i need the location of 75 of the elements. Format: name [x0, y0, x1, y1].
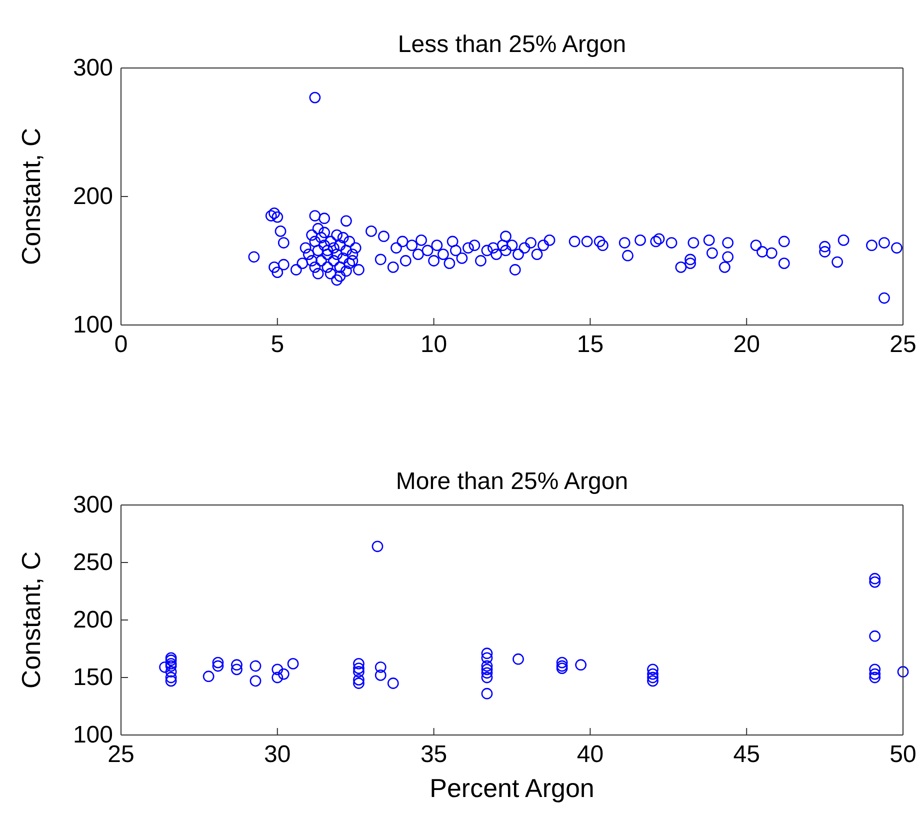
x-tick-label: 50: [890, 741, 916, 768]
point: [353, 658, 364, 670]
point: [556, 662, 568, 674]
x-axis-title: Percent Argon: [430, 773, 594, 803]
x-tick-label: 25: [890, 331, 916, 358]
x-tick-label: 5: [270, 331, 284, 358]
point: [374, 670, 386, 681]
x-tick-label: 20: [733, 331, 760, 358]
x-tick-label: 45: [733, 741, 760, 768]
point: [250, 660, 262, 672]
point: [250, 675, 262, 687]
point: [869, 672, 881, 684]
point: [165, 658, 177, 670]
x-tick-label: 40: [576, 741, 604, 768]
x-tick-label: 10: [420, 331, 448, 358]
y-tick-label: 250: [72, 549, 113, 576]
point: [481, 688, 493, 700]
point: [272, 664, 284, 676]
point: [869, 664, 881, 676]
point: [575, 659, 587, 671]
y-tick-label: 300: [72, 54, 113, 82]
x-tick-label: 15: [576, 331, 604, 358]
point: [212, 660, 224, 672]
point: [869, 668, 881, 680]
point: [556, 656, 568, 668]
point: [159, 661, 170, 673]
point: [897, 666, 909, 678]
x-tick-label: 0: [114, 331, 128, 358]
point: [869, 576, 881, 588]
point: [353, 674, 364, 686]
x-tick-label: 30: [264, 741, 291, 768]
point: [481, 652, 493, 664]
point: [481, 672, 493, 684]
point: [647, 668, 658, 680]
point: [165, 654, 177, 666]
point: [231, 659, 242, 671]
point: [353, 678, 364, 689]
point: [165, 652, 177, 664]
point: [165, 660, 177, 672]
y-tick-label: 300: [72, 492, 113, 519]
point: [512, 653, 524, 665]
y-tick-label: 200: [72, 606, 113, 634]
chart-title: More than 25% Argon: [396, 468, 628, 495]
point: [165, 666, 177, 678]
point: [869, 630, 881, 642]
y-axis-title: Constant, C: [16, 128, 46, 266]
point: [556, 660, 568, 672]
point: [287, 658, 299, 670]
point: [481, 648, 493, 660]
point: [165, 675, 177, 687]
point: [374, 661, 386, 673]
y-axis-title: Constant, C: [16, 551, 46, 689]
point: [647, 672, 658, 684]
point: [165, 672, 177, 684]
y-tick-label: 100: [72, 312, 113, 339]
point: [278, 668, 290, 680]
point: [231, 664, 242, 676]
chart-title: Less than 25% Argon: [398, 31, 626, 58]
point: [387, 678, 399, 689]
x-tick-label: 25: [108, 741, 134, 768]
point: [869, 572, 881, 584]
point: [481, 660, 493, 672]
y-tick-label: 200: [72, 183, 113, 210]
x-tick-label: 35: [420, 741, 448, 768]
point: [212, 656, 224, 668]
point: [647, 664, 658, 676]
point: [372, 540, 384, 552]
y-tick-label: 150: [72, 664, 113, 692]
point: [647, 675, 658, 687]
point: [353, 662, 364, 674]
point: [202, 670, 214, 682]
point: [272, 672, 284, 684]
point: [481, 667, 493, 679]
point: [353, 666, 364, 678]
point: [481, 664, 493, 676]
